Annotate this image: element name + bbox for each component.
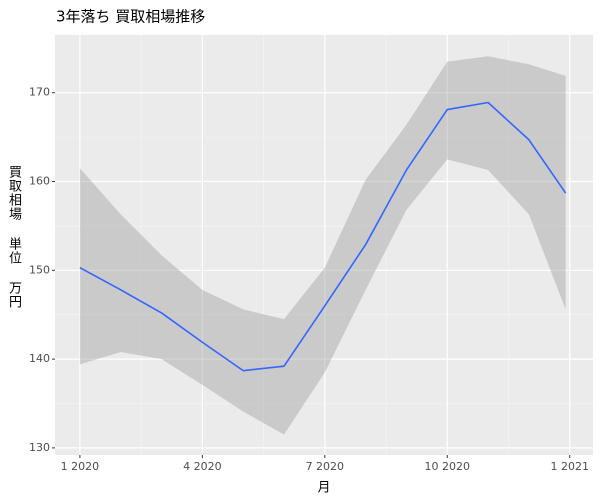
- x-tick-label: 7 2020: [306, 460, 345, 473]
- x-axis-label: 月: [317, 481, 330, 496]
- smooth-line: [79, 101, 567, 372]
- chart-title: 3年落ち 買取相場推移: [56, 8, 205, 26]
- y-tick-label: 150: [29, 263, 50, 276]
- confidence-band: [79, 56, 566, 435]
- y-tick-label: 130: [29, 441, 50, 454]
- y-axis-label: 買取相場 単位 万円: [6, 165, 21, 309]
- panel: [55, 35, 593, 455]
- y-tick-label: 140: [29, 352, 50, 365]
- x-tick-label: 10 2020: [425, 460, 471, 473]
- y-tick-label: 160: [29, 175, 50, 188]
- x-tick-label: 1 2021: [550, 460, 589, 473]
- x-tick-label: 1 2020: [61, 460, 100, 473]
- x-tick-label: 4 2020: [183, 460, 222, 473]
- y-tick-label: 170: [29, 86, 50, 99]
